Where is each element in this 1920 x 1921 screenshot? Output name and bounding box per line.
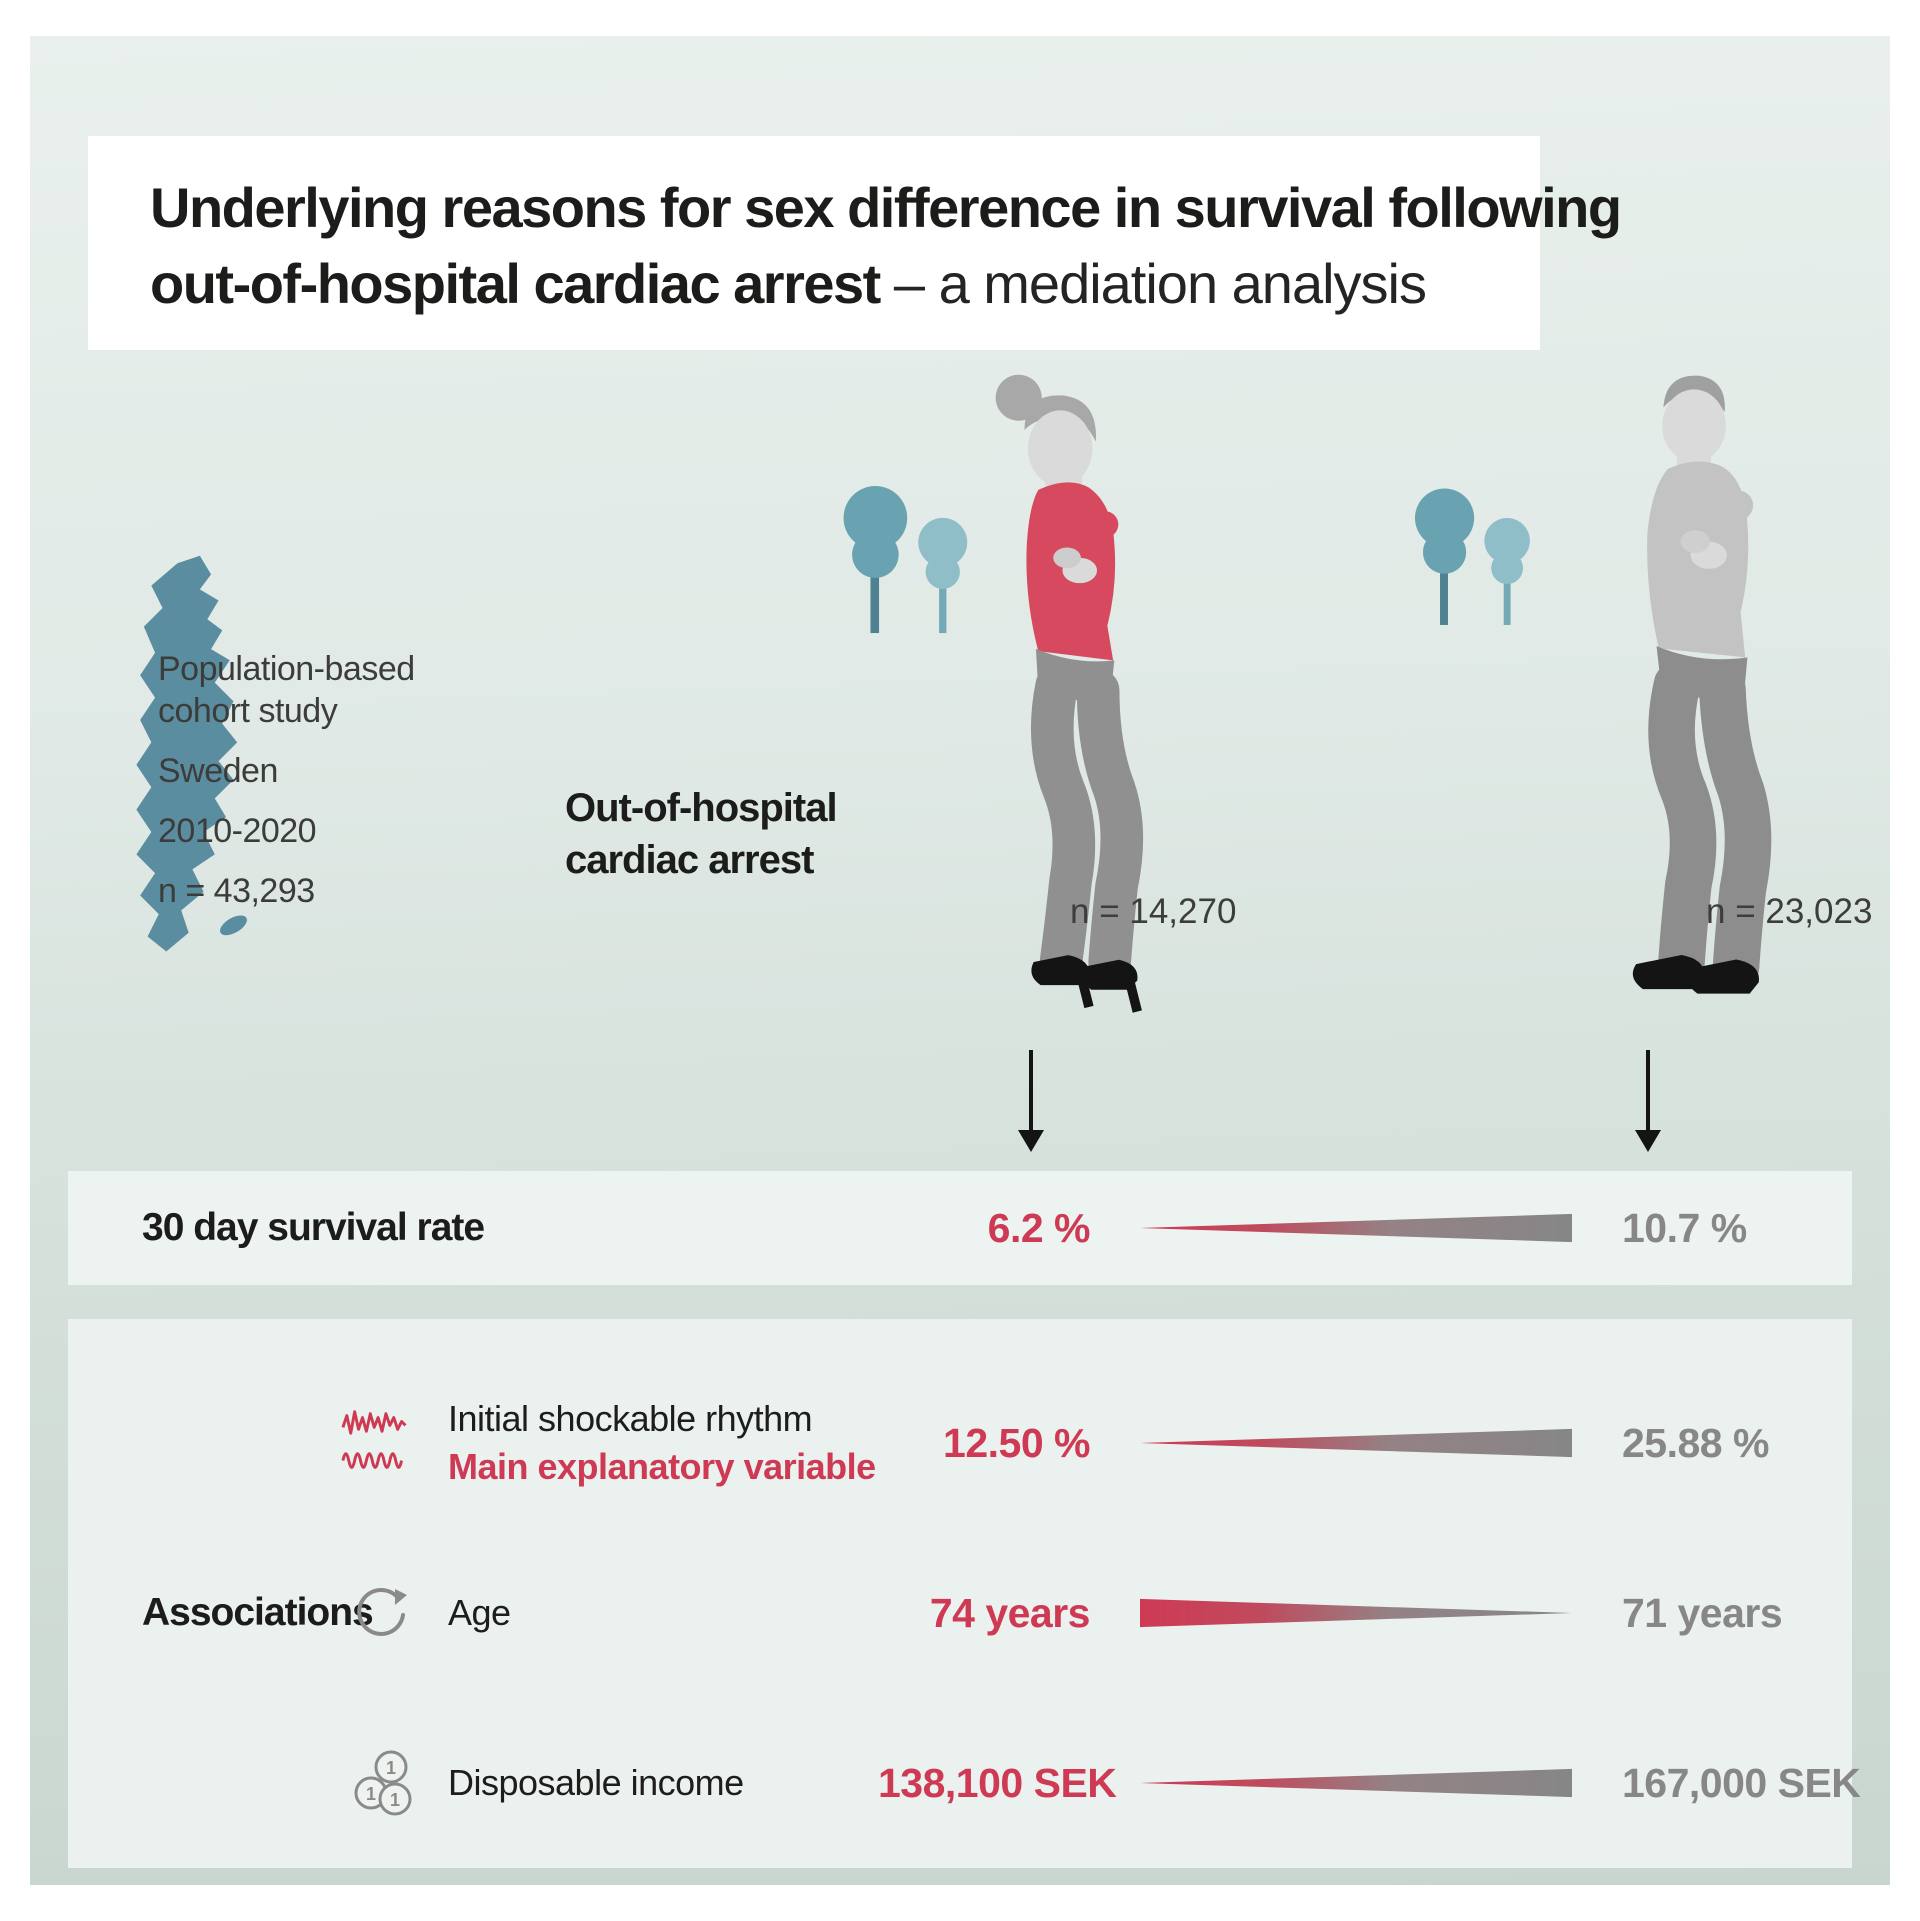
down-arrow-male <box>1633 1050 1663 1154</box>
associations-panel: Initial shockable rhythm Main explanator… <box>68 1319 1861 1868</box>
coins-icon: 1 1 1 <box>354 1750 412 1816</box>
svg-text:1: 1 <box>366 1784 376 1804</box>
assoc-title-shockable-rhythm: Initial shockable rhythm <box>448 1398 813 1439</box>
comparison-wedge-survival <box>1140 1212 1572 1244</box>
study-country: Sweden <box>158 752 278 790</box>
study-info: Population-based cohort study Sweden 201… <box>158 648 415 930</box>
svg-text:1: 1 <box>386 1758 396 1778</box>
comparison-wedge-income <box>1140 1767 1572 1799</box>
page-title-line-1: Underlying reasons for sex difference in… <box>150 176 1622 239</box>
trees-icon <box>1414 488 1530 625</box>
page-title-line-2: out-of-hospital cardiac arrest – a media… <box>150 246 1500 322</box>
assoc-row-income: 1 1 1 Disposable income 138,100 SEK <box>68 1717 1861 1849</box>
age-female-value: 74 years <box>929 1589 1091 1636</box>
comparison-wedge-age <box>1140 1597 1572 1629</box>
assoc-title-income: Disposable income <box>448 1762 744 1803</box>
income-female-value: 138,100 SEK <box>878 1759 1117 1806</box>
age-male-value: 71 years <box>1622 1589 1783 1636</box>
assoc-title-age: Age <box>448 1592 511 1633</box>
income-male-value: 167,000 SEK <box>1622 1759 1861 1806</box>
event-label: Out-of-hospital cardiac arrest <box>565 782 838 886</box>
survival-male-value: 10.7 % <box>1622 1204 1747 1251</box>
title-card: Underlying reasons for sex difference in… <box>88 136 1622 350</box>
down-arrow-female <box>1016 1050 1046 1154</box>
male-group-n: n = 23,023 <box>1706 892 1873 931</box>
event-label-line-1: Out-of-hospital <box>565 786 838 830</box>
page-title-line-2-light: – a mediation analysis <box>893 252 1427 315</box>
female-group-n: n = 14,270 <box>1070 892 1237 931</box>
age-cycle-icon <box>357 1588 407 1636</box>
trees-icon <box>843 486 968 634</box>
shockable-female-value: 12.50 % <box>943 1419 1090 1466</box>
svg-text:1: 1 <box>390 1790 400 1810</box>
canvas-background: Underlying reasons for sex difference in… <box>30 36 1890 1885</box>
shockable-male-value: 25.88 % <box>1622 1419 1769 1466</box>
assoc-row-shockable-rhythm: Initial shockable rhythm Main explanator… <box>68 1377 1852 1509</box>
event-label-line-2: cardiac arrest <box>565 838 814 882</box>
assoc-subtitle-main-explanatory: Main explanatory variable <box>448 1446 876 1487</box>
female-patient-figure <box>995 374 1144 1013</box>
page-title-line-2-bold: out-of-hospital cardiac arrest <box>150 252 881 315</box>
assoc-row-age: Associations Age 74 years 71 year <box>68 1547 1852 1679</box>
male-patient-figure <box>1632 375 1772 994</box>
survival-female-value: 6.2 % <box>987 1204 1091 1251</box>
comparison-wedge-shockable <box>1140 1427 1572 1459</box>
survival-band: 30 day survival rate 6.2 % 10.7 % <box>68 1171 1852 1285</box>
study-type-line-1: Population-based <box>158 650 415 688</box>
ecg-rhythm-icon <box>341 1410 407 1469</box>
study-period: 2010-2020 <box>158 812 317 850</box>
study-total-n: n = 43,293 <box>158 872 315 910</box>
sweden-map-icon <box>136 555 247 952</box>
associations-section-label: Associations <box>142 1591 374 1634</box>
survival-label: 30 day survival rate <box>142 1206 485 1249</box>
study-type-line-2: cohort study <box>158 692 338 730</box>
